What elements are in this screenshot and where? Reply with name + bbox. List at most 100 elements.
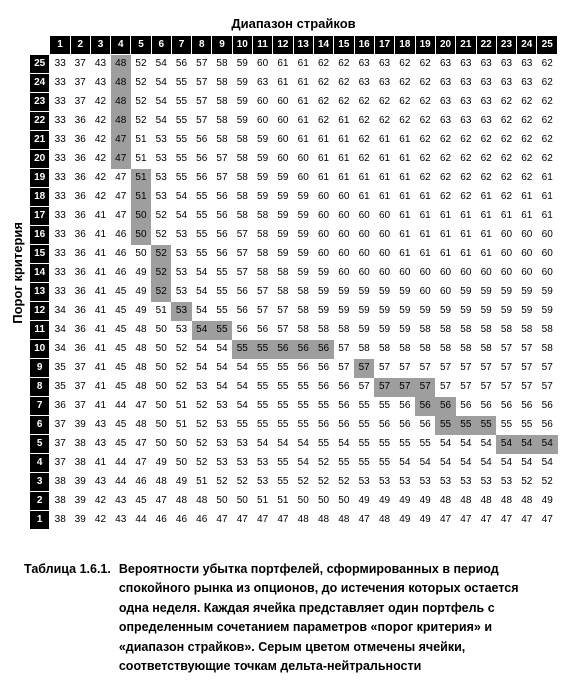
data-cell: 55 <box>192 188 212 207</box>
column-header: 17 <box>374 36 394 55</box>
data-cell: 50 <box>293 492 313 511</box>
data-cell: 57 <box>192 93 212 112</box>
data-cell: 55 <box>476 416 496 435</box>
data-cell: 55 <box>273 416 293 435</box>
data-cell: 33 <box>50 131 70 150</box>
data-cell: 57 <box>517 340 537 359</box>
row-header: 24 <box>30 74 50 93</box>
data-cell: 61 <box>537 188 558 207</box>
data-cell: 58 <box>252 245 272 264</box>
data-cell: 54 <box>456 435 476 454</box>
data-cell: 55 <box>354 435 374 454</box>
data-cell: 58 <box>232 169 252 188</box>
data-cell: 53 <box>192 378 212 397</box>
data-cell: 60 <box>334 245 354 264</box>
data-cell: 47 <box>476 511 496 530</box>
data-cell: 37 <box>70 55 90 74</box>
row-header: 5 <box>30 435 50 454</box>
data-cell: 56 <box>232 321 252 340</box>
data-cell: 61 <box>395 207 415 226</box>
data-cell: 57 <box>415 378 435 397</box>
data-cell: 58 <box>374 340 394 359</box>
data-cell: 62 <box>334 93 354 112</box>
data-cell: 36 <box>70 283 90 302</box>
data-cell: 61 <box>395 150 415 169</box>
data-cell: 53 <box>151 188 171 207</box>
data-cell: 60 <box>313 245 333 264</box>
data-cell: 62 <box>537 112 558 131</box>
data-cell: 60 <box>313 188 333 207</box>
data-cell: 56 <box>313 378 333 397</box>
data-cell: 33 <box>50 264 70 283</box>
data-cell: 51 <box>131 169 151 188</box>
data-cell: 43 <box>90 416 110 435</box>
data-cell: 56 <box>212 207 232 226</box>
data-cell: 37 <box>50 435 70 454</box>
data-cell: 54 <box>192 321 212 340</box>
column-header: 13 <box>293 36 313 55</box>
data-cell: 59 <box>334 302 354 321</box>
data-cell: 47 <box>212 511 232 530</box>
data-cell: 41 <box>90 340 110 359</box>
data-cell: 33 <box>50 188 70 207</box>
data-cell: 54 <box>395 454 415 473</box>
data-cell: 58 <box>395 340 415 359</box>
data-cell: 36 <box>70 321 90 340</box>
data-cell: 36 <box>70 264 90 283</box>
data-cell: 46 <box>131 473 151 492</box>
data-cell: 50 <box>151 416 171 435</box>
data-cell: 57 <box>537 378 558 397</box>
data-cell: 51 <box>131 188 151 207</box>
data-cell: 56 <box>313 340 333 359</box>
data-cell: 58 <box>232 131 252 150</box>
data-cell: 38 <box>50 492 70 511</box>
row-header: 9 <box>30 359 50 378</box>
data-cell: 63 <box>435 55 455 74</box>
data-cell: 59 <box>273 169 293 188</box>
data-cell: 60 <box>537 226 558 245</box>
data-cell: 53 <box>496 473 516 492</box>
data-cell: 63 <box>456 74 476 93</box>
data-cell: 57 <box>212 169 232 188</box>
data-cell: 60 <box>252 112 272 131</box>
data-cell: 54 <box>252 435 272 454</box>
data-cell: 62 <box>415 74 435 93</box>
data-cell: 49 <box>171 473 191 492</box>
data-cell: 56 <box>212 226 232 245</box>
data-cell: 43 <box>90 74 110 93</box>
data-cell: 47 <box>131 454 151 473</box>
data-cell: 47 <box>252 511 272 530</box>
data-cell: 58 <box>212 74 232 93</box>
data-cell: 36 <box>70 112 90 131</box>
data-cell: 51 <box>192 473 212 492</box>
data-cell: 62 <box>496 150 516 169</box>
data-cell: 61 <box>374 188 394 207</box>
data-cell: 63 <box>476 74 496 93</box>
data-cell: 59 <box>232 55 252 74</box>
data-cell: 54 <box>435 435 455 454</box>
data-cell: 59 <box>273 226 293 245</box>
data-cell: 56 <box>334 397 354 416</box>
data-cell: 56 <box>334 378 354 397</box>
data-cell: 41 <box>90 321 110 340</box>
data-cell: 56 <box>456 397 476 416</box>
data-cell: 53 <box>212 397 232 416</box>
data-cell: 57 <box>273 302 293 321</box>
data-cell: 52 <box>192 416 212 435</box>
x-axis-label: Диапазон страйков <box>29 16 558 31</box>
data-cell: 48 <box>131 321 151 340</box>
data-cell: 60 <box>313 226 333 245</box>
data-cell: 61 <box>415 245 435 264</box>
data-cell: 58 <box>252 207 272 226</box>
data-cell: 60 <box>334 188 354 207</box>
data-cell: 48 <box>456 492 476 511</box>
column-header: 12 <box>273 36 293 55</box>
data-cell: 62 <box>374 112 394 131</box>
data-cell: 36 <box>70 150 90 169</box>
data-cell: 47 <box>151 492 171 511</box>
data-cell: 54 <box>171 188 191 207</box>
data-cell: 50 <box>212 492 232 511</box>
data-cell: 60 <box>374 207 394 226</box>
data-cell: 57 <box>232 264 252 283</box>
data-cell: 56 <box>313 416 333 435</box>
